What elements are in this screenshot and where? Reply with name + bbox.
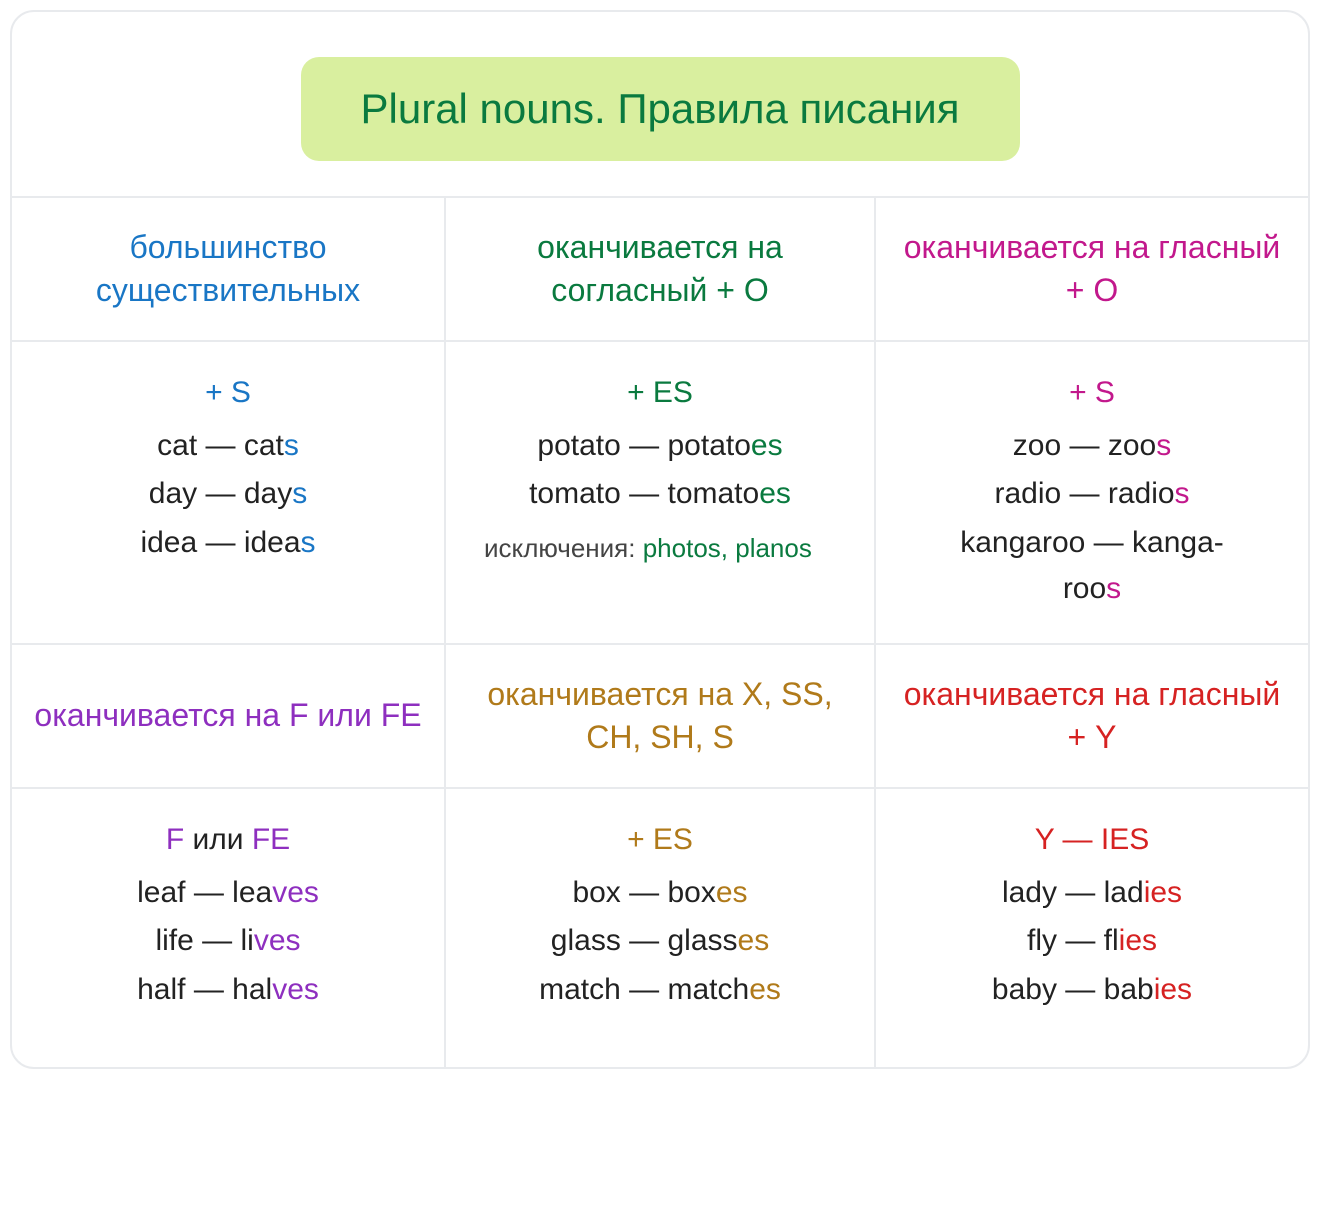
- example: fly — flies: [896, 918, 1288, 965]
- example: glass — glasses: [466, 918, 854, 965]
- example: life — lives: [32, 918, 424, 965]
- rule-body: + S cat — catsday — daysidea — ideas: [12, 340, 444, 643]
- suffix-highlight: ves: [254, 924, 301, 957]
- example: radio — radios: [896, 471, 1288, 518]
- title-container: Plural nouns. Правила писания: [12, 12, 1308, 196]
- suffix-highlight: ves: [272, 876, 319, 909]
- suffix-highlight: es: [738, 924, 770, 957]
- rule-label: + ES: [466, 370, 854, 417]
- example: cat — cats: [32, 423, 424, 470]
- suffix-highlight: ies: [1119, 924, 1157, 957]
- rule-label: + ES: [466, 817, 854, 864]
- rule-label: F или FE: [32, 817, 424, 864]
- example: half — halves: [32, 967, 424, 1014]
- rule-body: + S zoo — zoosradio — radioskangaroo — ka…: [876, 340, 1308, 643]
- rule-body: + ES potato — potatoestomato — tomatoes ис…: [444, 340, 876, 643]
- rule-body: Y — IES lady — ladiesfly — fliesbaby — ba…: [876, 787, 1308, 1067]
- suffix-highlight: s: [1175, 477, 1190, 510]
- suffix-highlight: es: [751, 429, 783, 462]
- example: leaf — leaves: [32, 870, 424, 917]
- example: idea — ideas: [32, 520, 424, 567]
- example: box — boxes: [466, 870, 854, 917]
- example: baby — babies: [896, 967, 1288, 1014]
- suffix-highlight: s: [1106, 572, 1121, 605]
- example: lady — ladies: [896, 870, 1288, 917]
- suffix-highlight: ves: [272, 973, 319, 1006]
- suffix-highlight: s: [1156, 429, 1171, 462]
- suffix-highlight: es: [716, 876, 748, 909]
- rule-body: + ES box — boxesglass — glassesmatch — ma…: [444, 787, 876, 1067]
- example: zoo — zoos: [896, 423, 1288, 470]
- rule-header: большинство существительных: [12, 196, 444, 340]
- rule-label: + S: [896, 370, 1288, 417]
- example: potato — potatoes: [466, 423, 854, 470]
- rules-grid: большинство существительныхоканчивается …: [12, 196, 1308, 1067]
- rule-header: оканчивается на X, SS, CH, SH, S: [444, 643, 876, 787]
- rule-label: + S: [32, 370, 424, 417]
- example: kangaroo — kanga-roos: [896, 520, 1288, 613]
- example: match — matches: [466, 967, 854, 1014]
- rule-body: F или FE leaf — leaveslife — liveshalf — …: [12, 787, 444, 1067]
- page-title: Plural nouns. Правила писания: [301, 57, 1020, 161]
- plural-nouns-card: Plural nouns. Правила писания большинств…: [10, 10, 1310, 1069]
- suffix-highlight: es: [759, 477, 791, 510]
- suffix-highlight: ies: [1144, 876, 1182, 909]
- suffix-highlight: s: [284, 429, 299, 462]
- suffix-highlight: s: [292, 477, 307, 510]
- rule-label: Y — IES: [896, 817, 1288, 864]
- example: day — days: [32, 471, 424, 518]
- exception-note: исключения: photos, planos: [466, 528, 854, 568]
- rule-header: оканчивается на согласный + O: [444, 196, 876, 340]
- example: tomato — tomatoes: [466, 471, 854, 518]
- rule-header: оканчивается на F или FE: [12, 643, 444, 787]
- suffix-highlight: es: [749, 973, 781, 1006]
- suffix-highlight: ies: [1154, 973, 1192, 1006]
- rule-header: оканчивается на гласный + Y: [876, 643, 1308, 787]
- rule-header: оканчивается на гласный + O: [876, 196, 1308, 340]
- suffix-highlight: s: [301, 526, 316, 559]
